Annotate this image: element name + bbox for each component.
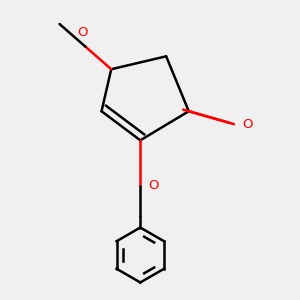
- Text: O: O: [242, 118, 253, 131]
- Text: O: O: [77, 26, 87, 38]
- Text: O: O: [148, 179, 159, 192]
